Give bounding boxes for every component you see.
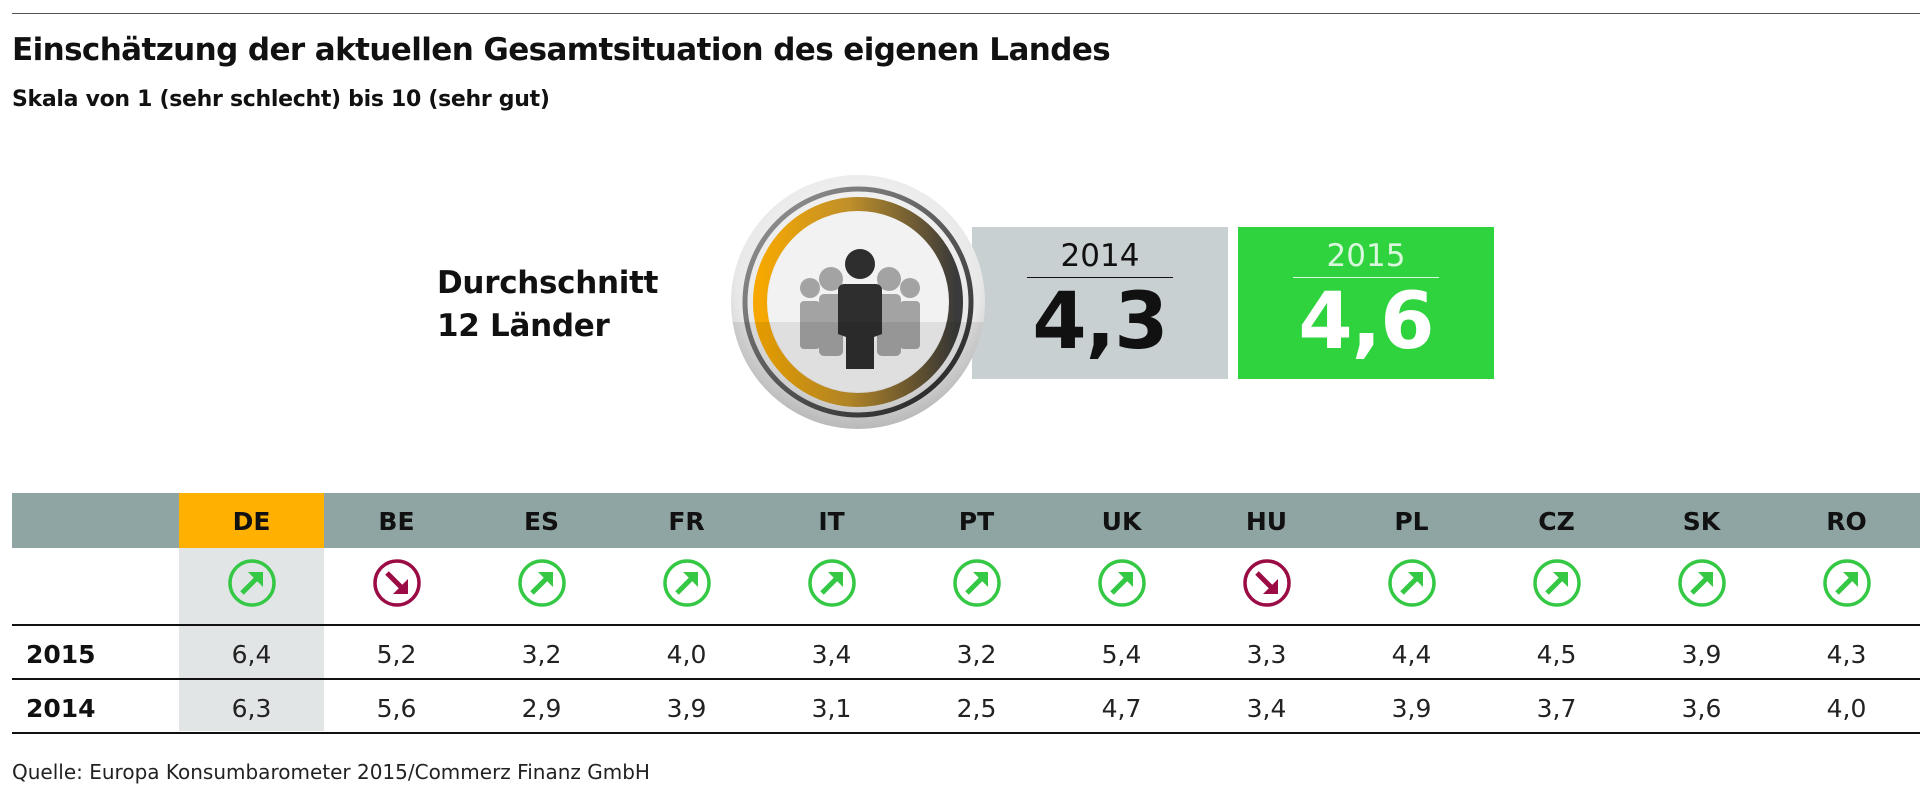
trend-cell [1629,548,1774,618]
column-header-sk: SK [1682,507,1721,536]
value-2015-pt: 3,2 [956,640,997,669]
trend-up-arrow-icon [952,559,1001,607]
column-header-pt: PT [958,507,995,536]
average-label-line1: Durchschnitt [437,265,659,301]
value-2015-de: 6,4 [231,640,272,669]
trend-cell [1484,548,1629,618]
highlight-column-bg [179,548,324,731]
trend-cell [1049,548,1194,618]
row-label-2014: 2014 [26,694,96,723]
trend-cell [469,548,614,618]
average-year-2015: 2015 [1293,237,1439,278]
average-value-2015: 4,6 [1298,277,1434,367]
chart-subtitle: Skala von 1 (sehr schlecht) bis 10 (sehr… [12,87,550,112]
row-divider [12,678,1920,680]
value-2014-pl: 3,9 [1391,694,1432,723]
value-2015-uk: 5,4 [1101,640,1142,669]
trend-up-arrow-icon [662,559,711,607]
column-header-cz: CZ [1538,507,1575,536]
value-2014-be: 5,6 [376,694,417,723]
trend-up-arrow-icon [1822,559,1871,607]
trend-cell [179,548,324,618]
average-box-2014: 2014 4,3 [972,227,1228,379]
value-2014-es: 2,9 [521,694,562,723]
average-year-2014: 2014 [1027,237,1173,278]
column-header-uk: UK [1101,507,1142,536]
trend-cell [1194,548,1339,618]
value-2015-sk: 3,9 [1681,640,1722,669]
foreground-person [838,249,882,369]
value-2014-pt: 2,5 [956,694,997,723]
value-2014-ro: 4,0 [1826,694,1867,723]
row-divider [12,624,1920,626]
value-2014-cz: 3,7 [1536,694,1577,723]
column-header-es: ES [523,507,560,536]
trend-cell [904,548,1049,618]
trend-up-arrow-icon [1532,559,1581,607]
column-header-it: IT [818,507,845,536]
value-2015-it: 3,4 [811,640,852,669]
average-label-line2: 12 Länder [437,308,610,344]
value-2014-hu: 3,4 [1246,694,1287,723]
people-group-icon [731,175,985,429]
average-box-2015: 2015 4,6 [1238,227,1494,379]
row-label-2015: 2015 [26,640,96,669]
column-header-hu: HU [1245,507,1288,536]
value-2015-pl: 4,4 [1391,640,1432,669]
trend-up-arrow-icon [807,559,856,607]
trend-cell [1339,548,1484,618]
value-2015-hu: 3,3 [1246,640,1287,669]
trend-down-arrow-icon [1242,559,1291,607]
average-value-2014: 4,3 [1032,277,1168,367]
value-2014-de: 6,3 [231,694,272,723]
value-2014-fr: 3,9 [666,694,707,723]
trend-up-arrow-icon [517,559,566,607]
trend-cell [1774,548,1919,618]
trend-cell [324,548,469,618]
average-label: Durchschnitt 12 Länder [437,262,658,348]
trend-up-arrow-icon [1677,559,1726,607]
value-2014-uk: 4,7 [1101,694,1142,723]
value-2014-it: 3,1 [811,694,852,723]
value-2015-es: 3,2 [521,640,562,669]
value-2014-sk: 3,6 [1681,694,1722,723]
column-header-fr: FR [668,507,705,536]
chart-title: Einschätzung der aktuellen Gesamtsituati… [12,32,1111,68]
top-rule [12,13,1920,14]
trend-down-arrow-icon [372,559,421,607]
trend-up-arrow-icon [1097,559,1146,607]
trend-up-arrow-icon [227,559,276,607]
value-2015-fr: 4,0 [666,640,707,669]
row-divider [12,732,1920,734]
trend-cell [614,548,759,618]
column-header-ro: RO [1826,507,1867,536]
column-header-de: DE [179,493,324,548]
value-2015-be: 5,2 [376,640,417,669]
value-2015-cz: 4,5 [1536,640,1577,669]
badge-gold-ring [753,197,963,407]
value-2015-ro: 4,3 [1826,640,1867,669]
background-people [800,267,920,356]
column-header-pl: PL [1394,507,1429,536]
trend-cell [759,548,904,618]
table-header-row [12,493,1920,548]
source-note: Quelle: Europa Konsumbarometer 2015/Comm… [12,760,650,784]
trend-up-arrow-icon [1387,559,1436,607]
badge-dark-ring [742,186,974,418]
column-header-be: BE [378,507,415,536]
